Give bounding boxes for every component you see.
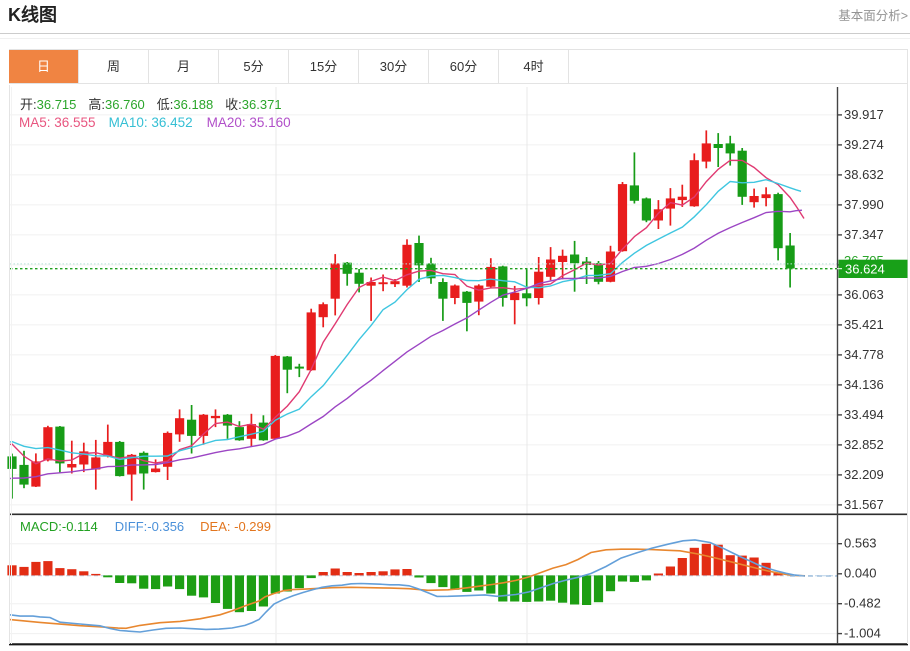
- svg-text:39.274: 39.274: [844, 137, 884, 152]
- svg-text:33.494: 33.494: [844, 407, 884, 422]
- svg-text:39.917: 39.917: [844, 107, 884, 122]
- svg-text:32.209: 32.209: [844, 467, 884, 482]
- svg-text:37.990: 37.990: [844, 197, 884, 212]
- svg-text:-1.004: -1.004: [844, 626, 881, 641]
- svg-text:31.567: 31.567: [844, 497, 884, 512]
- svg-text:0.040: 0.040: [844, 566, 877, 581]
- svg-text:36.624: 36.624: [845, 262, 885, 277]
- svg-text:35.421: 35.421: [844, 317, 884, 332]
- svg-text:0.563: 0.563: [844, 536, 877, 551]
- svg-text:38.632: 38.632: [844, 167, 884, 182]
- svg-text:36.063: 36.063: [844, 287, 884, 302]
- svg-text:32.852: 32.852: [844, 437, 884, 452]
- svg-text:34.778: 34.778: [844, 347, 884, 362]
- svg-text:37.347: 37.347: [844, 227, 884, 242]
- svg-text:-0.482: -0.482: [844, 596, 881, 611]
- svg-text:34.136: 34.136: [844, 377, 884, 392]
